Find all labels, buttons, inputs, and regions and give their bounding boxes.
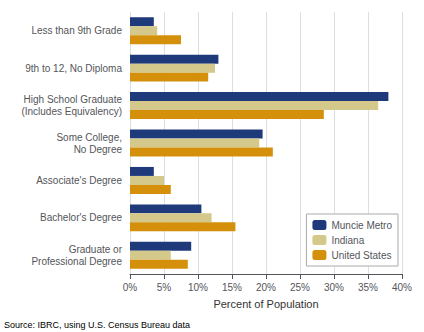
svg-text:Associate's Degree: Associate's Degree — [36, 175, 122, 186]
svg-text:Less than 9th Grade: Less than 9th Grade — [31, 25, 122, 36]
svg-text:Indiana: Indiana — [331, 235, 364, 246]
svg-text:10%: 10% — [188, 282, 208, 293]
svg-text:5%: 5% — [157, 282, 172, 293]
svg-text:Bachelor's Degree: Bachelor's Degree — [40, 212, 122, 223]
svg-text:Source: IBRC, using U.S. Censu: Source: IBRC, using U.S. Census Bureau d… — [4, 320, 190, 330]
svg-text:Percent of Population: Percent of Population — [213, 298, 318, 310]
svg-text:0%: 0% — [123, 282, 138, 293]
svg-text:Professional Degree: Professional Degree — [31, 256, 122, 267]
svg-text:High School Graduate: High School Graduate — [24, 94, 123, 105]
svg-text:Some College,: Some College, — [56, 132, 122, 143]
svg-text:20%: 20% — [256, 282, 276, 293]
svg-text:No Degree: No Degree — [74, 144, 123, 155]
svg-text:40%: 40% — [392, 282, 412, 293]
svg-text:35%: 35% — [358, 282, 378, 293]
svg-text:15%: 15% — [222, 282, 242, 293]
svg-text:United States: United States — [331, 250, 391, 261]
svg-text:25%: 25% — [290, 282, 310, 293]
svg-text:Graduate or: Graduate or — [69, 244, 123, 255]
svg-text:9th to 12, No Diploma: 9th to 12, No Diploma — [25, 63, 122, 74]
svg-text:30%: 30% — [324, 282, 344, 293]
svg-text:(Includes Equivalency): (Includes Equivalency) — [21, 106, 122, 117]
svg-text:Muncie Metro: Muncie Metro — [331, 220, 392, 231]
